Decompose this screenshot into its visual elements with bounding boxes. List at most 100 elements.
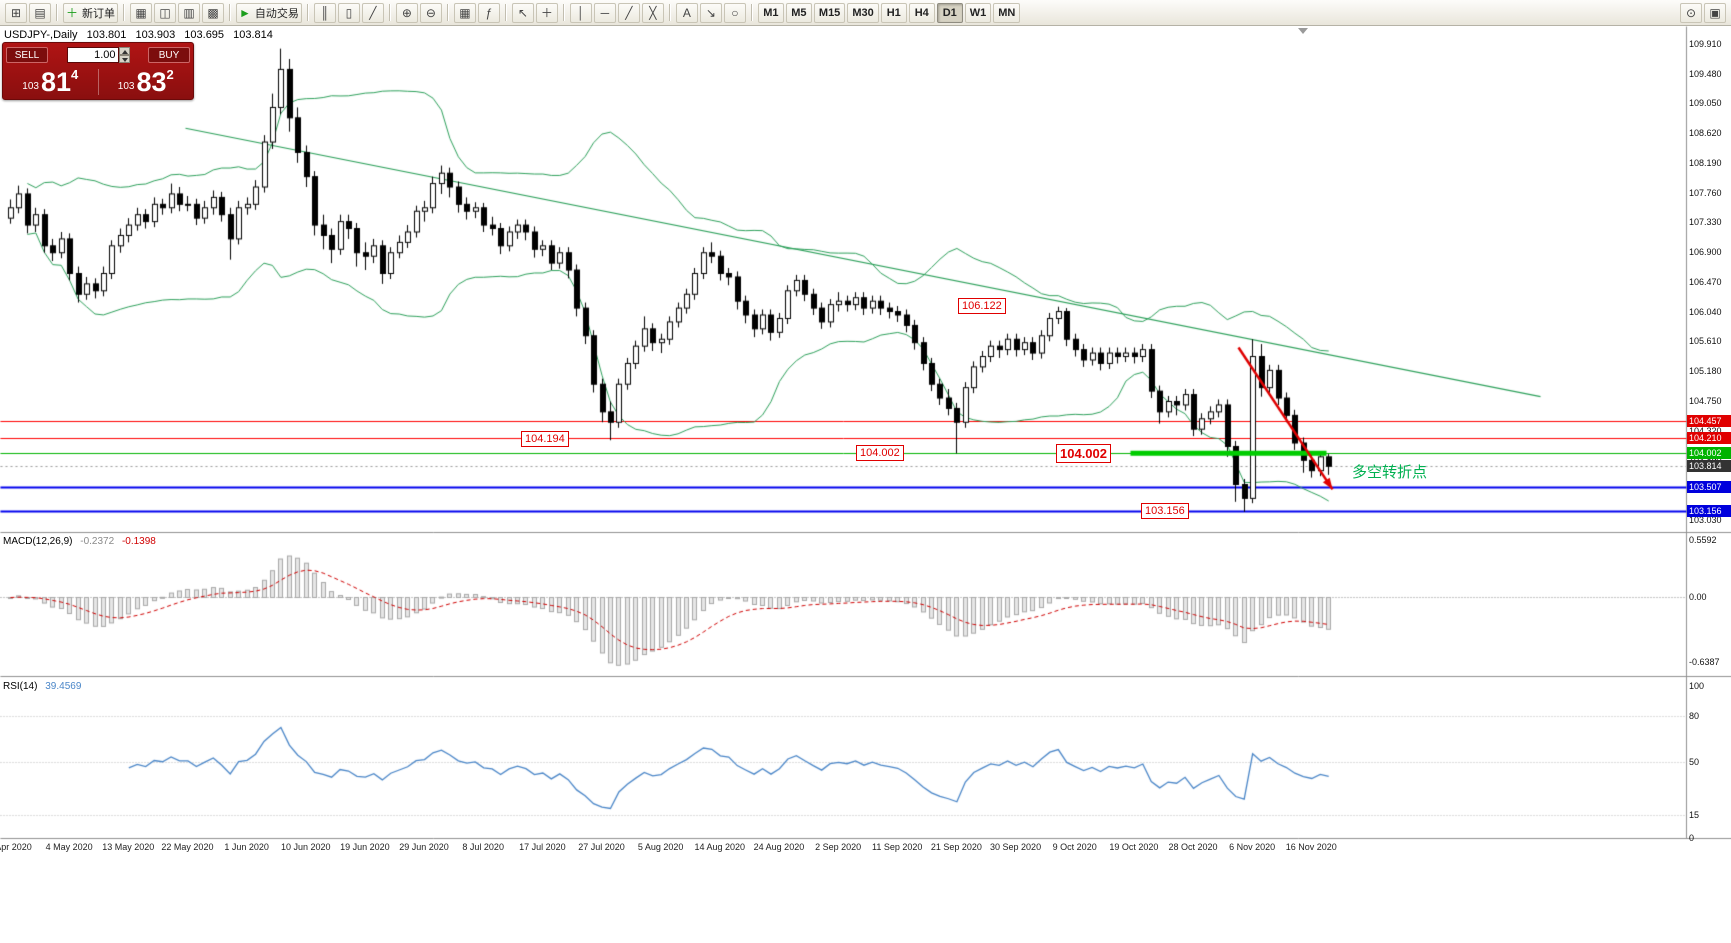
volume-decrease-button[interactable] — [118, 55, 130, 63]
cursor-icon: ↖ — [517, 5, 528, 20]
indicators-icon: ƒ — [485, 5, 493, 20]
zoom-in-icon[interactable]: ⊕ — [395, 2, 418, 23]
grid-icon: ▦ — [459, 5, 471, 20]
toolbar-separator — [504, 4, 507, 21]
toolbar-separator — [388, 4, 391, 21]
line-chart-mode-icon[interactable]: ╱ — [361, 2, 384, 23]
candlestick-mode-icon[interactable]: ▯ — [337, 2, 360, 23]
grid-icon[interactable]: ▦ — [453, 2, 476, 23]
plus-icon: ＋ — [66, 5, 79, 20]
buy-price-button[interactable]: 103 83 2 — [99, 65, 194, 99]
search-icon[interactable]: ⊙ — [1680, 2, 1702, 23]
arrow-object-icon: ↘ — [705, 5, 716, 20]
timeframe-d1-label: D1 — [942, 6, 957, 19]
terminal-icon[interactable]: ▩ — [202, 2, 225, 23]
macd-name: MACD(12,26,9) — [3, 536, 73, 547]
text-label-icon[interactable]: A — [675, 2, 698, 23]
ohlc-open: 103.801 — [86, 29, 127, 41]
cursor-icon[interactable]: ↖ — [511, 2, 534, 23]
timeframe-d1[interactable]: D1 — [936, 2, 963, 23]
volume-control — [66, 47, 130, 63]
sell-price-prefix: 103 — [22, 81, 39, 92]
timeframe-mn-label: MN — [998, 6, 1016, 19]
search-icon: ⊙ — [1685, 5, 1697, 20]
macd-signal-value: -0.1398 — [121, 536, 156, 547]
timeframe-h4[interactable]: H4 — [908, 2, 935, 23]
indicators-icon[interactable]: ƒ — [477, 2, 500, 23]
timeframe-mn[interactable]: MN — [993, 2, 1021, 23]
timeframe-h1[interactable]: H1 — [880, 2, 907, 23]
terminal-icon: ▩ — [207, 5, 219, 20]
vertical-line-icon[interactable]: │ — [569, 2, 592, 23]
volume-input[interactable] — [66, 47, 119, 63]
rsi-value: 39.4569 — [45, 681, 82, 692]
main-toolbar: ⊞ ▤ ＋新订单 ▦ ◫ ▥ ▩ ► 自动交易 ║ ▯ ╱ ⊕ ⊖ ▦ ƒ ↖ ＋ │ ─ ╱ ╳ A ↘ ○ M1 M5 M15 M3… — [0, 0, 1731, 26]
bar-chart-mode-icon[interactable]: ║ — [313, 2, 336, 23]
zoom-in-icon: ⊕ — [401, 5, 412, 20]
new-order-button-label: 新订单 — [82, 7, 116, 20]
timeframe-m5[interactable]: M5 — [785, 2, 812, 23]
play-icon: ► — [239, 5, 251, 20]
zoom-out-icon: ⊖ — [425, 5, 436, 20]
toolbar-separator — [446, 4, 449, 21]
trendline-icon: ╱ — [625, 5, 633, 20]
horizontal-line-icon: ─ — [600, 5, 610, 20]
fullscreen-icon: ▣ — [1709, 5, 1721, 20]
timeframe-m1[interactable]: M1 — [757, 2, 784, 23]
line-chart-mode-icon: ╱ — [369, 5, 377, 20]
macd-indicator-title: MACD(12,26,9) -0.2372 -0.1398 — [3, 536, 161, 547]
crosshair-icon: ＋ — [540, 5, 553, 20]
data-window-icon: ◫ — [159, 5, 171, 20]
sell-price-main: 81 — [40, 66, 71, 97]
trendline-icon[interactable]: ╱ — [617, 2, 640, 23]
sell-price-pip: 4 — [71, 66, 79, 82]
toolbar-separator — [306, 4, 309, 21]
arrow-object-icon[interactable]: ↘ — [699, 2, 722, 23]
new-order-button[interactable]: ＋新订单 — [63, 2, 119, 23]
timeframe-m15[interactable]: M15 — [813, 2, 846, 23]
ohlc-close: 103.814 — [233, 29, 273, 41]
data-window-icon[interactable]: ◫ — [154, 2, 177, 23]
toolbar-separator — [668, 4, 671, 21]
vertical-line-icon: │ — [577, 5, 585, 20]
timeframe-m30[interactable]: M30 — [847, 2, 879, 23]
chart-profiles-icon: ▤ — [34, 5, 46, 20]
candlestick-mode-icon: ▯ — [345, 5, 353, 20]
ohlc-low: 103.695 — [184, 29, 225, 41]
shapes-icon[interactable]: ○ — [723, 2, 746, 23]
sell-button[interactable]: SELL — [6, 47, 48, 63]
market-watch-icon[interactable]: ▦ — [130, 2, 153, 23]
new-chart-icon[interactable]: ⊞ — [5, 2, 27, 23]
crosshair-icon[interactable]: ＋ — [535, 2, 558, 23]
text-label-icon: A — [682, 5, 691, 20]
toolbar-separator — [562, 4, 565, 21]
chart-profiles-icon[interactable]: ▤ — [29, 2, 51, 23]
autotrading-button[interactable]: ► 自动交易 — [236, 2, 302, 23]
buy-button[interactable]: BUY — [148, 47, 190, 63]
sell-price-button[interactable]: 103 81 4 — [3, 65, 98, 99]
chart-annotation-text[interactable]: 多空转折点 — [1352, 464, 1428, 481]
zoom-out-icon[interactable]: ⊖ — [419, 2, 442, 23]
navigator-icon: ▥ — [183, 5, 195, 20]
rsi-name: RSI(14) — [3, 681, 38, 692]
volume-increase-button[interactable] — [118, 47, 130, 55]
trade-panel-price-row: 103 81 4 103 83 2 — [3, 65, 193, 99]
shapes-icon: ○ — [731, 5, 739, 20]
navigator-icon[interactable]: ▥ — [178, 2, 201, 23]
cycle-lines-icon[interactable]: ╳ — [641, 2, 664, 23]
timeframe-h1-label: H1 — [886, 6, 901, 19]
horizontal-line-icon[interactable]: ─ — [593, 2, 616, 23]
timeframe-w1[interactable]: W1 — [964, 2, 992, 23]
toolbar-separator — [56, 4, 58, 21]
bar-chart-mode-icon: ║ — [320, 5, 330, 20]
toolbar-separator — [750, 4, 753, 21]
chart-shift-marker[interactable] — [1298, 28, 1308, 34]
timeframe-m5-label: M5 — [791, 6, 807, 19]
timeframe-m15-label: M15 — [818, 6, 841, 19]
rsi-indicator-title: RSI(14) 39.4569 — [3, 681, 86, 692]
toolbar-separator — [229, 4, 232, 21]
fullscreen-icon[interactable]: ▣ — [1704, 2, 1726, 23]
buy-price-main: 83 — [136, 66, 167, 97]
